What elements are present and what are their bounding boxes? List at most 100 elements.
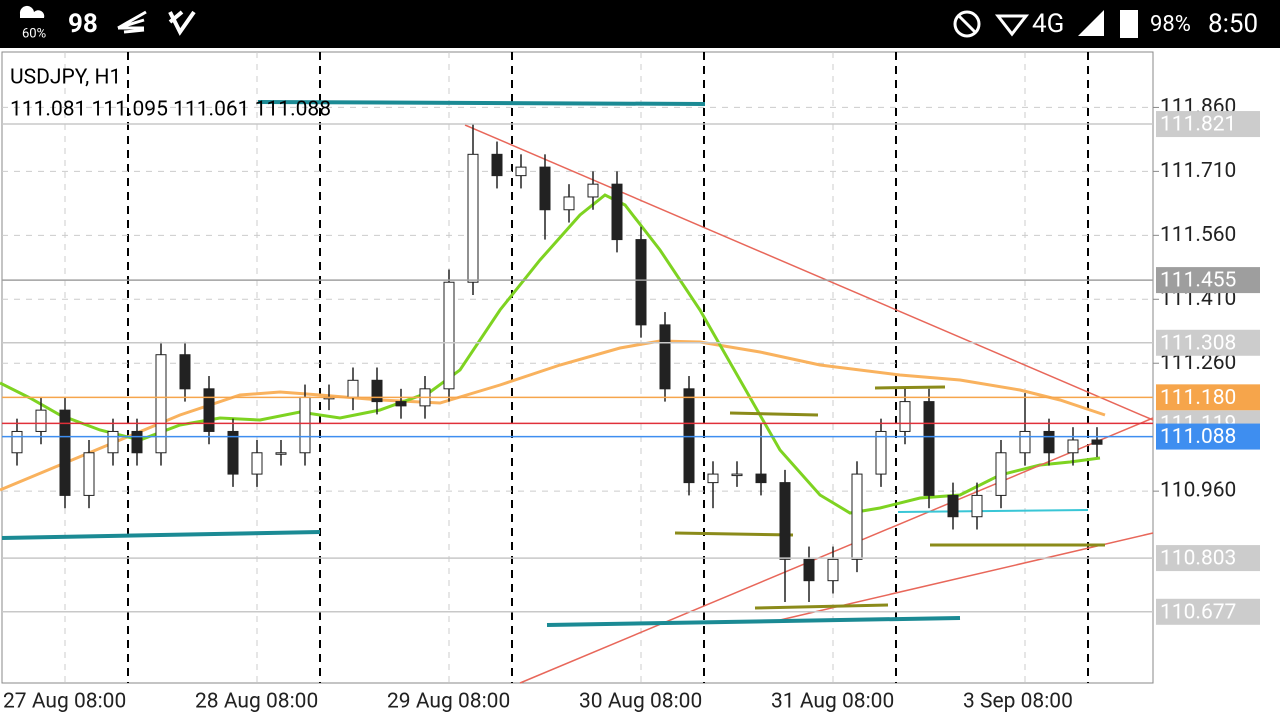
candle-body xyxy=(635,239,647,326)
candle-body xyxy=(587,183,599,198)
x-tick-label: 3 Sep 08:00 xyxy=(963,690,1073,714)
candle-body xyxy=(395,401,407,407)
candle-body xyxy=(539,166,551,211)
candle-body xyxy=(467,153,479,283)
y-tick-label: 111.560 xyxy=(1160,223,1236,247)
candle-body xyxy=(659,324,671,390)
candle-body xyxy=(275,452,287,455)
price-tag xyxy=(1156,545,1260,572)
battery: 98% xyxy=(1150,12,1191,37)
weather-icon xyxy=(19,5,45,18)
x-tick-label: 30 Aug 08:00 xyxy=(579,690,702,714)
candle-body xyxy=(803,558,815,582)
candle-body xyxy=(995,452,1007,496)
candle-body xyxy=(947,494,959,518)
app-icon xyxy=(168,10,196,36)
price-tag-label: 110.803 xyxy=(1160,547,1236,571)
dnd-icon xyxy=(953,10,981,38)
slow-ma xyxy=(0,339,1106,492)
x-tick-label: 29 Aug 08:00 xyxy=(387,690,510,714)
candle-body xyxy=(731,473,743,477)
candle-body xyxy=(35,409,47,432)
price-tag-label: 110.677 xyxy=(1160,600,1236,624)
candle-body xyxy=(755,473,767,484)
chart-subtitle: 111.081 111.095 111.061 111.088 xyxy=(10,98,331,122)
candle-body xyxy=(227,430,239,475)
candle-body xyxy=(299,396,311,454)
wifi-icon xyxy=(994,14,1030,37)
trendline xyxy=(519,417,1154,684)
candle-body xyxy=(131,430,143,454)
candle-body xyxy=(899,401,911,432)
fast-ma xyxy=(0,193,1101,515)
price-tag xyxy=(1156,384,1260,411)
battery-icon xyxy=(1120,10,1138,38)
candle-body xyxy=(251,452,263,475)
level-segment xyxy=(874,385,946,390)
candle-body xyxy=(875,430,887,475)
candle-body xyxy=(59,409,71,496)
level-segment xyxy=(674,531,794,537)
candle-body xyxy=(971,494,983,518)
indicators xyxy=(0,100,1154,684)
candle-body xyxy=(779,482,791,560)
status-bar xyxy=(0,0,1280,48)
candle-body xyxy=(443,281,455,390)
y-tick-label: 110.960 xyxy=(1160,479,1236,503)
price-tag-label: 111.088 xyxy=(1160,425,1236,449)
candle-body xyxy=(827,558,839,582)
price-tag-label: 111.180 xyxy=(1160,386,1236,410)
candle-body xyxy=(83,452,95,496)
candle-body xyxy=(1091,439,1103,445)
candle-body xyxy=(491,153,503,177)
candles xyxy=(11,124,1103,602)
candle-body xyxy=(1043,430,1055,454)
candle-body xyxy=(371,379,383,403)
candle-body xyxy=(11,430,23,454)
weather-value: 98 xyxy=(68,9,98,39)
time-axis: 27 Aug 08:00 28 Aug 08:00 29 Aug 08:00 30 A… xyxy=(3,690,1073,714)
candle-body xyxy=(563,196,575,211)
app-icon xyxy=(117,10,147,34)
candle-body xyxy=(923,401,935,496)
level-segment xyxy=(1,530,321,540)
weather-percent: 60% xyxy=(22,26,46,41)
candle-body xyxy=(1067,439,1079,454)
candle-body xyxy=(851,473,863,560)
level-segment xyxy=(546,616,961,627)
price-tag-label: 111.308 xyxy=(1160,331,1236,355)
trendline xyxy=(464,124,1154,421)
level-segment xyxy=(897,509,1089,513)
time: 8:50 xyxy=(1208,9,1258,39)
price-tag xyxy=(1156,329,1260,356)
price-tag xyxy=(1156,423,1260,450)
x-tick-label: 31 Aug 08:00 xyxy=(771,690,894,714)
network: 4G xyxy=(1032,9,1064,39)
price-axis: 111.860111.710111.560111.410111.260110.9… xyxy=(2,95,1260,625)
candle-body xyxy=(107,430,119,454)
level-segment xyxy=(257,100,706,106)
candle-body xyxy=(179,354,191,390)
price-tag xyxy=(1156,598,1260,625)
x-tick-label: 27 Aug 08:00 xyxy=(3,690,126,714)
candle-body xyxy=(611,183,623,241)
price-tag xyxy=(1156,111,1260,138)
price-tag-label: 111.455 xyxy=(1160,269,1236,293)
x-tick-label: 28 Aug 08:00 xyxy=(195,690,318,714)
y-tick-label: 111.710 xyxy=(1160,159,1236,183)
level-segment xyxy=(729,411,819,417)
signal-icon xyxy=(1078,10,1104,36)
candle-body xyxy=(515,166,527,177)
candle-body xyxy=(347,379,359,398)
candle-body xyxy=(1019,430,1031,454)
candle-body xyxy=(707,473,719,484)
level-segment xyxy=(754,603,889,610)
dnd-icon xyxy=(957,14,977,34)
candle-body xyxy=(155,354,167,454)
candle-body xyxy=(683,388,695,484)
chart-title: USDJPY, H1 xyxy=(10,66,121,90)
candle-body xyxy=(203,388,215,432)
plot-frame xyxy=(1,51,1154,684)
